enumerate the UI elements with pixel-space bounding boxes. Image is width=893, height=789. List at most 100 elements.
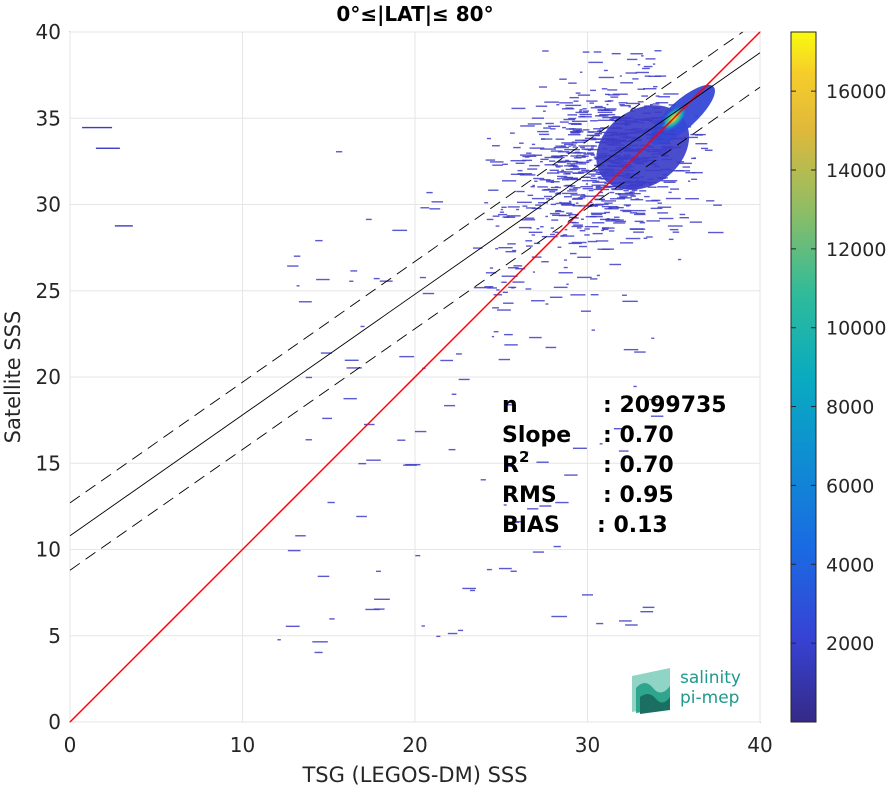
density-cell [580, 218, 584, 220]
density-cell [668, 238, 674, 241]
density-cell [532, 184, 535, 187]
density-cell [555, 209, 562, 212]
density-cell [590, 89, 597, 92]
density-cell [484, 286, 494, 288]
density-cell [581, 594, 594, 596]
density-cell [603, 141, 614, 144]
density-cell [654, 150, 668, 152]
density-cell [572, 205, 582, 207]
density-cell [582, 110, 589, 112]
density-cell [580, 185, 594, 188]
density-cell [631, 185, 644, 187]
density-cell [660, 154, 669, 157]
density-cell [550, 203, 557, 206]
density-cell [588, 173, 601, 175]
density-cell [640, 610, 654, 613]
density-cell [570, 132, 580, 134]
density-cell [95, 147, 120, 149]
density-cell [591, 204, 604, 206]
density-cell [530, 186, 535, 188]
density-cell [622, 210, 632, 213]
density-cell [619, 197, 632, 199]
density-cell [550, 128, 556, 130]
density-cell [654, 156, 659, 158]
density-cell [82, 126, 113, 129]
density-cell [630, 131, 646, 134]
density-cell [590, 215, 603, 218]
density-cell [580, 115, 586, 118]
colorbar-tick-label: 6000 [826, 475, 874, 497]
y-axis-label: Satellite SSS [1, 311, 25, 444]
density-cell [551, 198, 554, 200]
density-cell [601, 88, 608, 90]
density-cell [609, 161, 623, 164]
density-cell [525, 240, 533, 242]
density-cell [634, 351, 646, 353]
density-cell [629, 212, 638, 214]
density-cell [525, 207, 536, 209]
density-cell [623, 204, 632, 206]
density-cell [503, 302, 514, 304]
density-cell [531, 234, 536, 236]
density-cell [421, 625, 425, 627]
density-cell [630, 110, 635, 112]
density-cell [531, 143, 536, 146]
density-cell [525, 288, 532, 290]
density-cell [651, 148, 668, 151]
density-cell [612, 116, 621, 118]
wave-logo-icon [632, 668, 670, 714]
stat-label: BIAS [502, 513, 560, 538]
density-cell [581, 155, 589, 157]
density-cell [595, 240, 609, 242]
density-cell [557, 151, 570, 153]
density-cell [672, 231, 680, 233]
density-cell [579, 109, 583, 111]
density-cell [485, 272, 497, 274]
density-cell [526, 245, 533, 247]
density-cell [327, 501, 335, 504]
density-cell [559, 201, 562, 204]
density-cell [592, 222, 605, 224]
density-cell [559, 78, 567, 80]
density-cell [462, 587, 476, 590]
density-cell [561, 235, 564, 237]
density-cell [440, 359, 454, 362]
density-cell [508, 286, 517, 289]
density-cell [567, 134, 581, 136]
density-cell [677, 162, 693, 165]
density-cell [577, 256, 591, 259]
density-cell [682, 166, 691, 168]
density-cell [649, 163, 658, 166]
density-cell [489, 267, 494, 269]
density-cell [507, 243, 516, 245]
density-cell [630, 53, 643, 55]
density-cell [577, 94, 591, 96]
stat-value: : 0.13 [597, 513, 668, 538]
density-cell [638, 148, 651, 151]
density-cell [625, 624, 638, 626]
density-cell [644, 195, 650, 198]
density-cell [568, 165, 577, 167]
density-cell [625, 173, 640, 175]
density-cell [583, 153, 595, 155]
density-cell [651, 415, 664, 417]
density-cell [593, 51, 602, 53]
density-cell [573, 157, 582, 159]
density-cell [583, 195, 587, 197]
density-cell [622, 136, 634, 139]
density-cell [642, 67, 650, 70]
density-cell [653, 153, 666, 155]
density-cell [588, 189, 594, 192]
density-cell [630, 195, 636, 197]
density-cell [451, 393, 457, 395]
density-cell [623, 150, 639, 152]
density-cell [595, 133, 603, 135]
density-cell [581, 148, 593, 150]
density-cell [628, 144, 639, 147]
density-cell [555, 138, 565, 140]
density-cell [619, 139, 624, 141]
density-cell [631, 189, 638, 192]
density-cell [558, 102, 573, 104]
density-cell [646, 150, 661, 153]
density-cell [534, 154, 543, 156]
